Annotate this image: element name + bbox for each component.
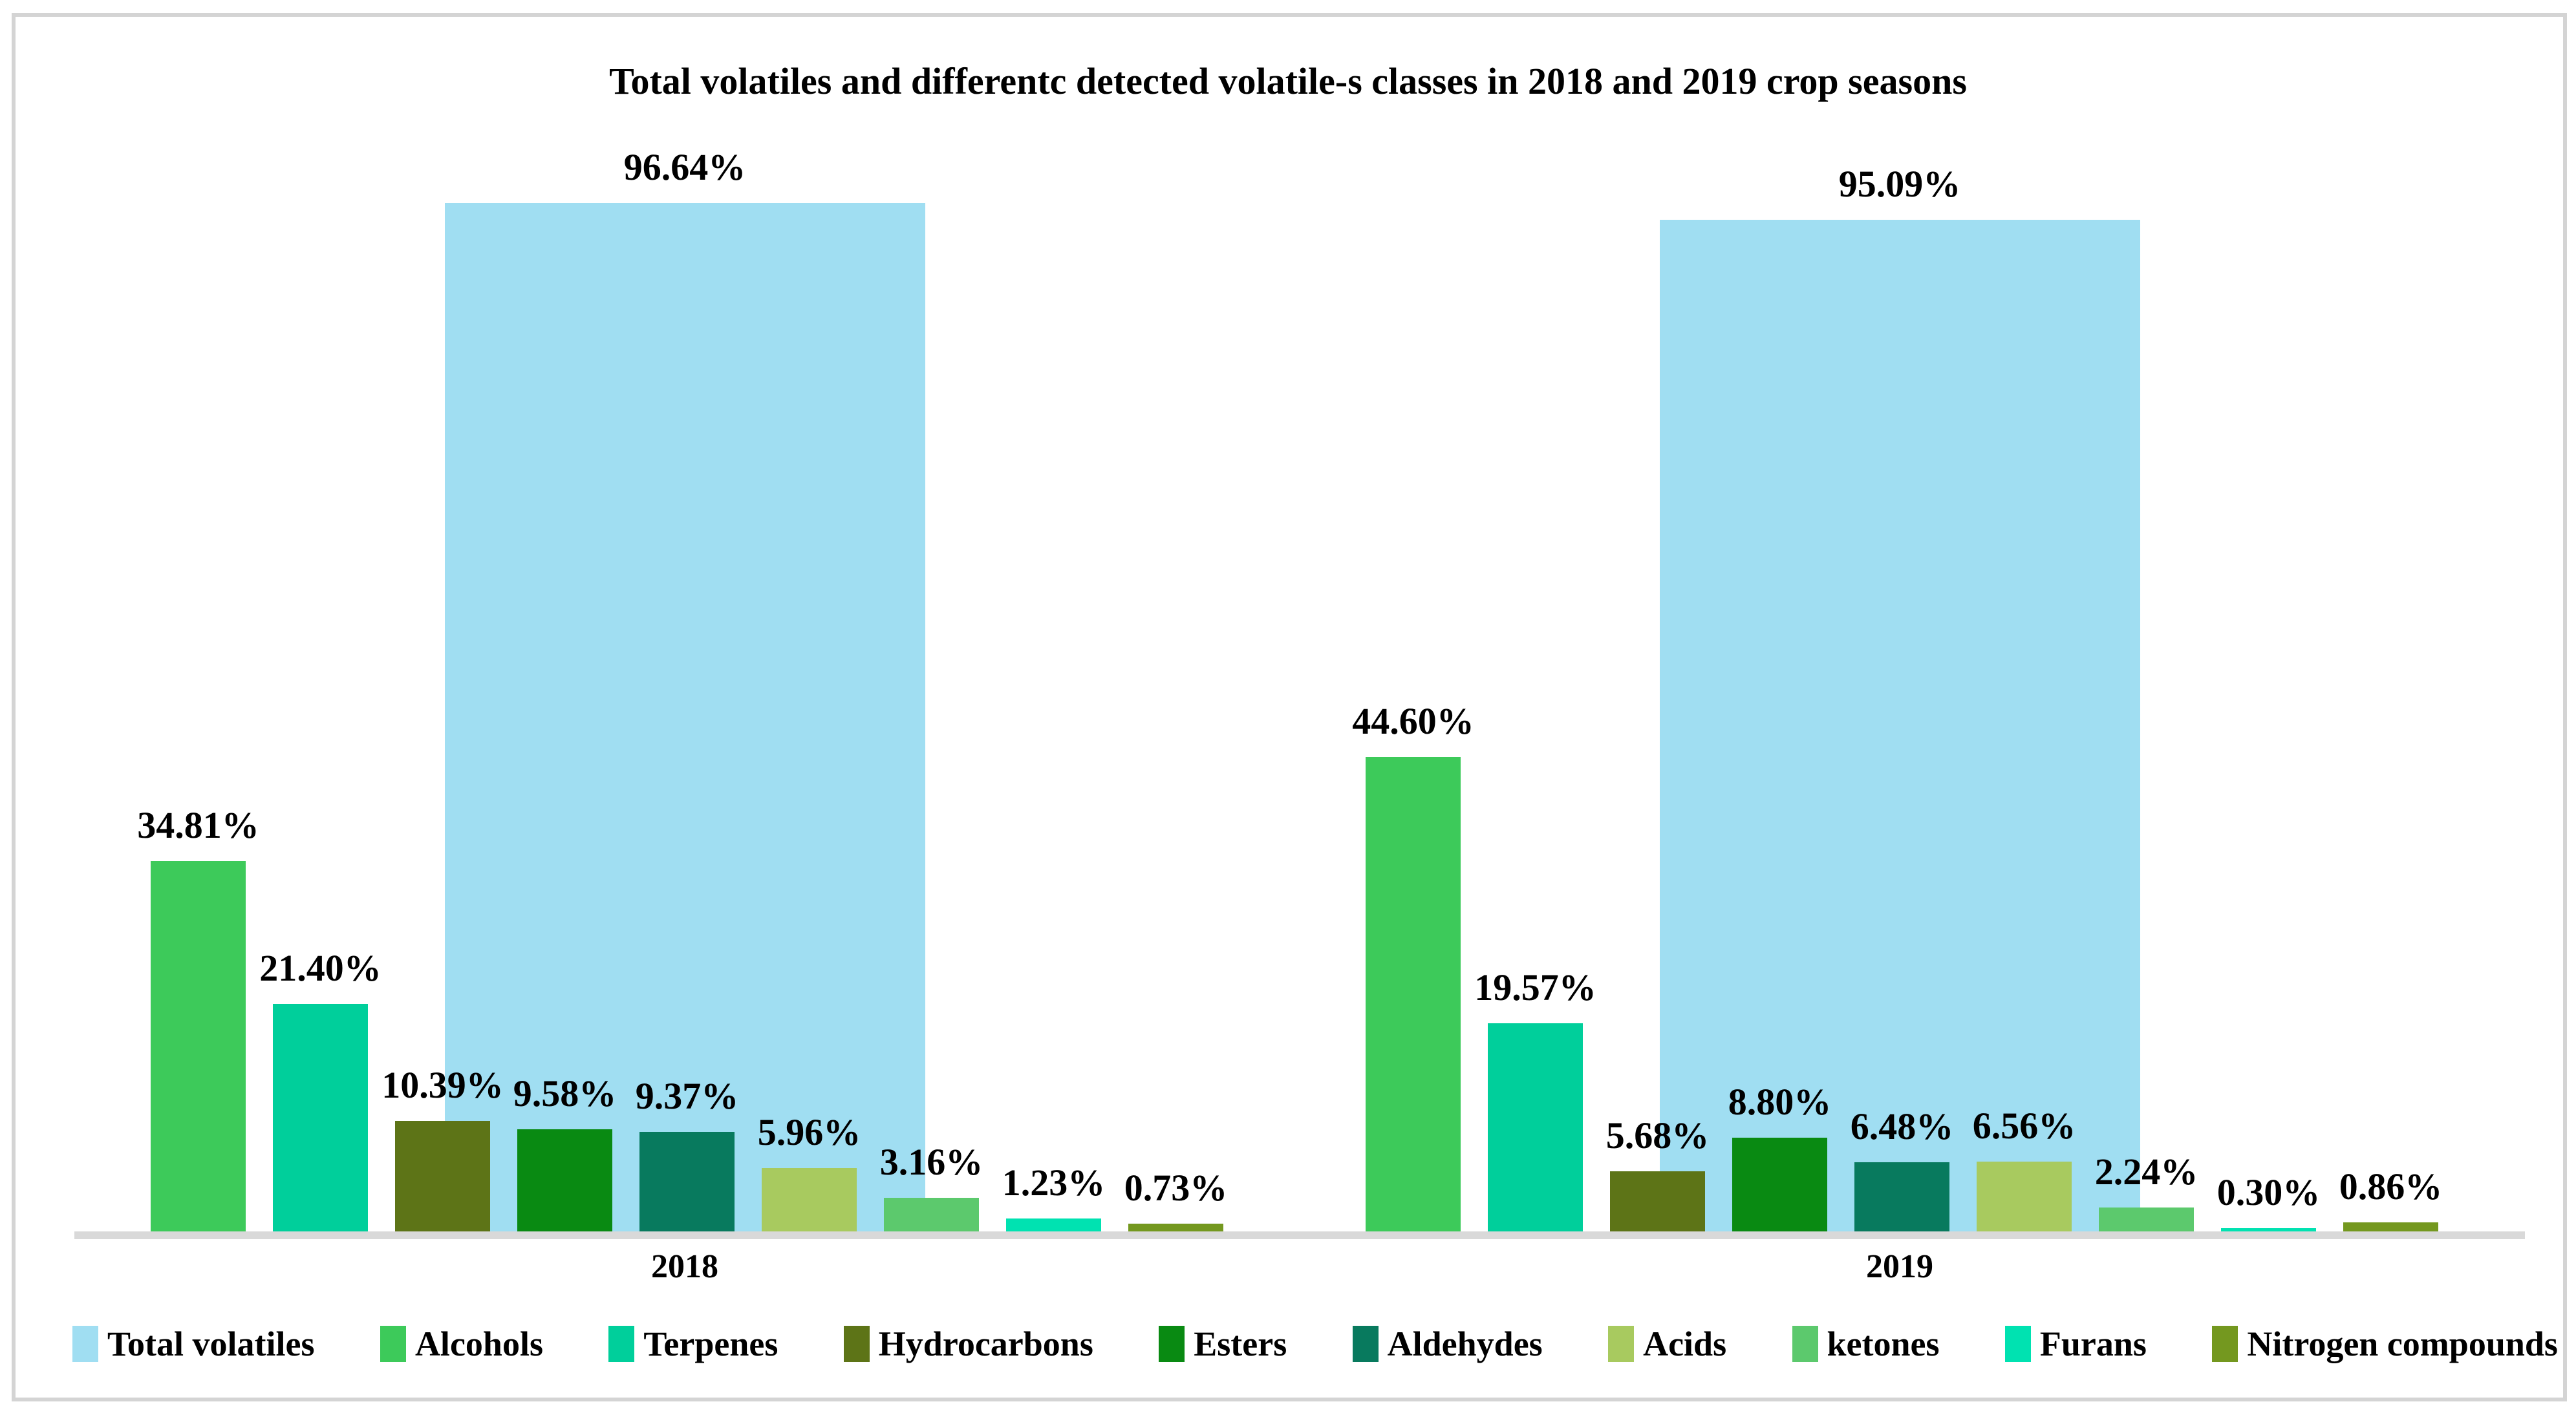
legend-label-furans: Furans <box>2039 1325 2147 1363</box>
legend-item-ketones: ketones <box>1792 1324 1940 1364</box>
plot-area: 96.64% 95.09% 34.81% 44.60% 21.40% 19.57% 10.3… <box>137 146 2443 1231</box>
legend-label-alcohols: Alcohols <box>414 1325 543 1363</box>
bar-terpenes-2018 <box>273 1003 368 1231</box>
bar-hydrocarbons-2018 <box>395 1120 490 1231</box>
bar-alcohols-2018 <box>151 861 246 1231</box>
bar-esters-2018 <box>517 1129 612 1231</box>
value-label-alcohols-2018: 34.81% <box>137 804 259 847</box>
value-label-nitrogen-compounds-2019: 0.86% <box>2339 1165 2443 1208</box>
legend-swatch-terpenes <box>608 1326 635 1362</box>
bar-nitrogen-compounds-2019 <box>2343 1222 2438 1231</box>
legend-item-furans: Furans <box>2004 1324 2147 1364</box>
legend-label-aldehydes: Aldehydes <box>1387 1325 1543 1363</box>
legend-swatch-furans <box>2004 1326 2031 1362</box>
legend-label-acids: Acids <box>1643 1325 1727 1363</box>
legend-label-ketones: ketones <box>1827 1325 1940 1363</box>
value-label-ketones-2018: 3.16% <box>879 1141 983 1183</box>
value-label-ketones-2019: 2.24% <box>2094 1151 2198 1193</box>
legend-label-hydrocarbons: Hydrocarbons <box>878 1325 1093 1363</box>
legend-item-nitrogen-compounds: Nitrogen compounds <box>2212 1324 2558 1364</box>
legend-item-esters: Esters <box>1159 1324 1287 1364</box>
legend-item-hydrocarbons: Hydrocarbons <box>843 1324 1093 1364</box>
x-axis-line <box>74 1231 2525 1239</box>
legend-swatch-ketones <box>1792 1326 1818 1362</box>
legend-label-esters: Esters <box>1194 1325 1287 1363</box>
bar-terpenes-2019 <box>1488 1023 1583 1231</box>
bar-aldehydes-2019 <box>1854 1162 1949 1231</box>
bar-nitrogen-compounds-2018 <box>1128 1223 1223 1231</box>
value-label-aldehydes-2019: 6.48% <box>1850 1105 1954 1148</box>
value-label-total-volatiles-2018: 96.64% <box>623 146 746 189</box>
legend: Total volatiles Alcohols Terpenes Hydrocarb… <box>72 1324 2558 1364</box>
bar-acids-2018 <box>762 1167 857 1231</box>
value-label-alcohols-2019: 44.60% <box>1352 699 1474 742</box>
value-label-nitrogen-compounds-2018: 0.73% <box>1124 1166 1228 1209</box>
legend-item-aldehydes: Aldehydes <box>1352 1324 1543 1364</box>
bar-furans-2019 <box>2221 1228 2316 1231</box>
bar-acids-2019 <box>1977 1162 2072 1231</box>
value-label-hydrocarbons-2019: 5.68% <box>1605 1114 1710 1156</box>
value-label-esters-2019: 8.80% <box>1728 1081 1832 1123</box>
chart-title: Total volatiles and differentc detected … <box>609 60 1967 102</box>
legend-swatch-alcohols <box>380 1326 406 1362</box>
bar-furans-2018 <box>1006 1218 1101 1231</box>
legend-swatch-aldehydes <box>1352 1326 1379 1362</box>
bar-ketones-2019 <box>2099 1208 2194 1231</box>
value-label-acids-2018: 5.96% <box>757 1111 861 1153</box>
value-label-terpenes-2019: 19.57% <box>1474 966 1596 1008</box>
bar-total-volatiles-2018 <box>444 203 925 1231</box>
value-label-acids-2019: 6.56% <box>1972 1105 2076 1147</box>
bar-ketones-2018 <box>884 1198 979 1231</box>
legend-item-acids: Acids <box>1608 1324 1726 1364</box>
x-tick-2019: 2019 <box>1866 1248 1933 1285</box>
value-label-hydrocarbons-2018: 10.39% <box>381 1063 504 1106</box>
legend-swatch-hydrocarbons <box>843 1326 870 1362</box>
legend-swatch-nitrogen-compounds <box>2212 1326 2238 1362</box>
value-label-aldehydes-2018: 9.37% <box>635 1074 739 1117</box>
legend-item-terpenes: Terpenes <box>608 1324 778 1364</box>
legend-item-total-volatiles: Total volatiles <box>72 1324 315 1364</box>
legend-swatch-esters <box>1159 1326 1185 1362</box>
value-label-furans-2019: 0.30% <box>2216 1171 2321 1214</box>
value-label-esters-2018: 9.58% <box>513 1072 617 1115</box>
bar-total-volatiles-2019 <box>1659 219 2140 1231</box>
value-label-furans-2018: 1.23% <box>1002 1161 1106 1204</box>
x-tick-2018: 2018 <box>651 1248 718 1285</box>
legend-swatch-acids <box>1608 1326 1635 1362</box>
legend-label-terpenes: Terpenes <box>643 1325 778 1363</box>
bar-hydrocarbons-2019 <box>1610 1171 1705 1231</box>
value-label-terpenes-2018: 21.40% <box>259 946 381 989</box>
legend-label-total-volatiles: Total volatiles <box>107 1325 315 1363</box>
legend-label-nitrogen-compounds: Nitrogen compounds <box>2247 1325 2558 1363</box>
bar-aldehydes-2018 <box>639 1131 735 1231</box>
legend-swatch-total-volatiles <box>72 1326 98 1362</box>
legend-item-alcohols: Alcohols <box>380 1324 543 1364</box>
bar-esters-2019 <box>1732 1138 1827 1231</box>
bar-alcohols-2019 <box>1366 756 1461 1231</box>
value-label-total-volatiles-2019: 95.09% <box>1838 162 1961 205</box>
